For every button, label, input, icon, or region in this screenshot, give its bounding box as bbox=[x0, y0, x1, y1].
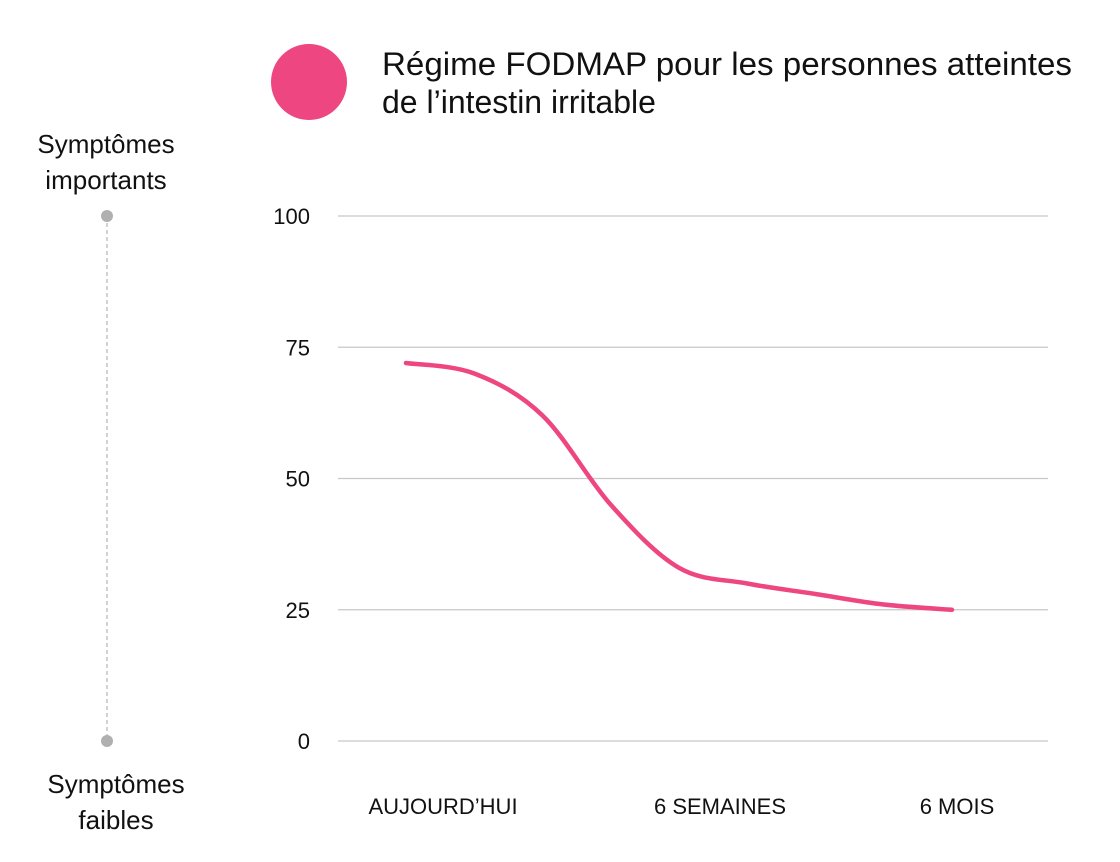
symptom-bottom-label-line-1: Symptômes bbox=[47, 769, 184, 799]
gridlines bbox=[338, 215, 1048, 742]
y-tick-label: 100 bbox=[273, 204, 310, 229]
y-axis-ticks: 100 75 50 25 0 bbox=[273, 204, 310, 754]
series bbox=[403, 360, 955, 613]
symptom-scale-top-dot bbox=[101, 210, 113, 222]
y-tick-label: 75 bbox=[286, 335, 310, 360]
symptom-scale: Symptômes importants Symptômes faibles bbox=[37, 129, 184, 835]
symptom-top-label-line-1: Symptômes bbox=[37, 129, 174, 159]
legend: Régime FODMAP pour les personnes atteint… bbox=[271, 44, 1072, 120]
x-tick-label: 6 MOIS bbox=[920, 794, 995, 819]
y-tick-label: 50 bbox=[286, 467, 310, 492]
symptom-scale-bottom-dot bbox=[101, 735, 113, 747]
x-axis-ticks: AUJOURD’HUI 6 SEMAINES 6 MOIS bbox=[368, 794, 994, 819]
symptom-top-label-line-2: importants bbox=[45, 165, 166, 195]
x-tick-label: AUJOURD’HUI bbox=[368, 794, 517, 819]
series-line-fodmap bbox=[403, 360, 955, 613]
y-tick-label: 0 bbox=[298, 729, 310, 754]
y-tick-label: 25 bbox=[286, 598, 310, 623]
x-tick-label: 6 SEMAINES bbox=[654, 794, 786, 819]
legend-label-line-1: Régime FODMAP pour les personnes atteint… bbox=[382, 46, 1072, 82]
legend-label-line-2: de l’intestin irritable bbox=[382, 84, 656, 120]
legend-marker bbox=[271, 44, 347, 120]
symptom-bottom-label-line-2: faibles bbox=[78, 805, 153, 835]
